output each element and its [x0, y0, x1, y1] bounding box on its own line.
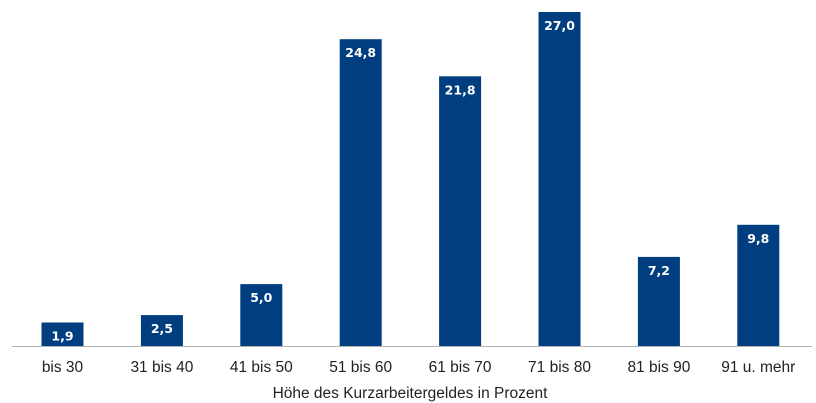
x-tick-label-5: 71 bis 80 [528, 359, 591, 376]
bar-value-label-5: 27,0 [544, 18, 575, 33]
bar-4 [439, 76, 482, 347]
x-tick-label-2: 41 bis 50 [230, 359, 293, 376]
bar-6 [637, 256, 680, 346]
x-tick-label-1: 31 bis 40 [130, 359, 193, 376]
bar-3 [339, 39, 382, 346]
x-tick-label-7: 91 u. mehr [721, 359, 795, 376]
bar-7 [737, 224, 780, 346]
bar-5 [538, 12, 581, 346]
bar-value-label-6: 7,2 [648, 263, 670, 278]
bar-1 [140, 315, 183, 346]
bar-value-label-4: 21,8 [445, 82, 476, 97]
bar-value-label-7: 9,8 [747, 231, 769, 246]
x-axis-title: Höhe des Kurzarbeitergeldes in Prozent [273, 385, 549, 402]
bars-group: 1,9 2,5 5,0 24,8 21,8 27,0 7,2 9,8 [41, 12, 780, 347]
x-tick-label-4: 61 bis 70 [429, 359, 492, 376]
bar-0 [41, 322, 84, 346]
x-tick-label-0: bis 30 [42, 359, 84, 376]
bar-value-label-3: 24,8 [345, 45, 376, 60]
x-tick-label-6: 81 bis 90 [627, 359, 690, 376]
bar-value-label-2: 5,0 [250, 290, 272, 305]
x-tick-labels: bis 30 31 bis 40 41 bis 50 51 bis 60 61 bis … [42, 359, 796, 376]
bar-2 [240, 284, 283, 346]
bar-value-label-0: 1,9 [51, 329, 73, 344]
x-tick-label-3: 51 bis 60 [329, 359, 392, 376]
bar-value-label-1: 2,5 [151, 321, 173, 336]
